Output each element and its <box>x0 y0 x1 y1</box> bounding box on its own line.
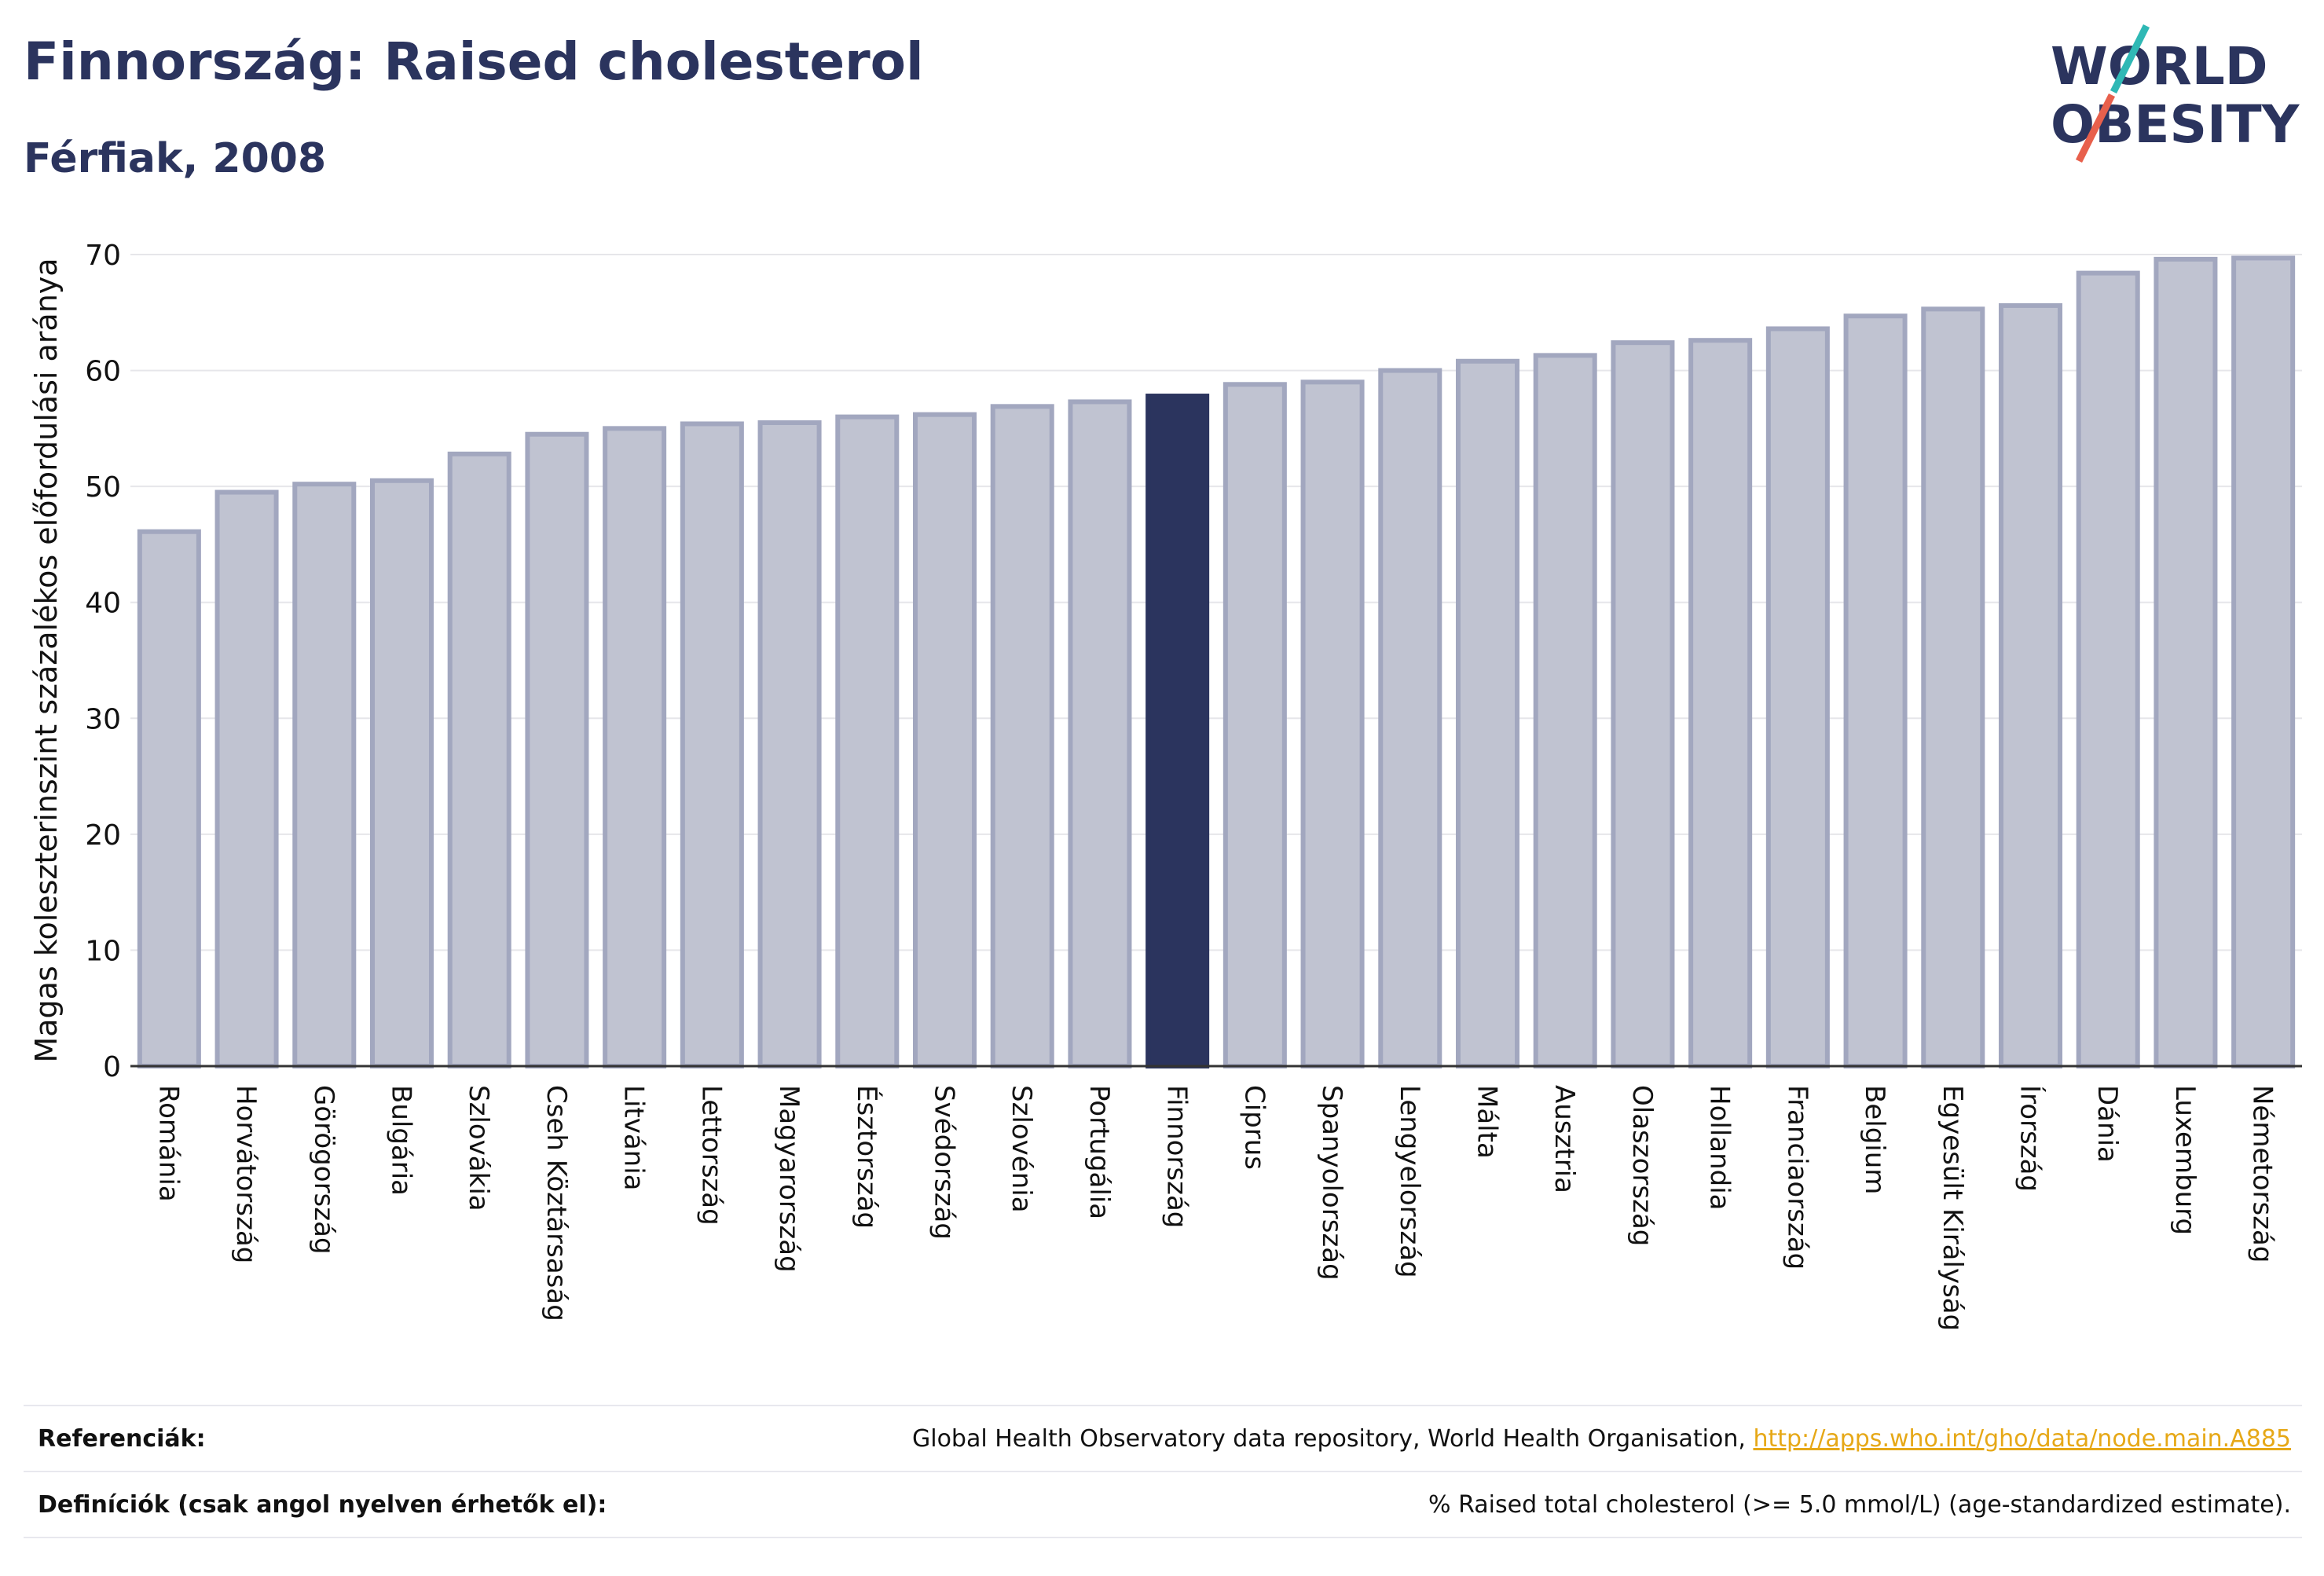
bar <box>1300 379 1365 1069</box>
logo-slash-top <box>2110 24 2150 94</box>
x-tick-label: Franciaország <box>1781 1085 1813 1270</box>
bar <box>912 412 977 1068</box>
y-tick-label: 60 <box>85 356 121 388</box>
references-text: Global Health Observatory data repositor… <box>912 1424 1746 1453</box>
bar <box>2076 270 2140 1068</box>
x-tick-label: Horvátország <box>230 1085 262 1263</box>
y-axis: 0 10 20 30 40 50 60 70 <box>85 240 121 1083</box>
bar <box>1921 306 1985 1068</box>
bar <box>835 414 900 1068</box>
x-axis: Románia Horvátország Görögország Bulgária Sz… <box>130 1065 2302 1331</box>
definitions-text: % Raised total cholesterol (>= 5.0 mmol/… <box>1428 1490 2291 1519</box>
x-tick-label: Németország <box>2247 1085 2278 1263</box>
y-tick-label: 40 <box>85 588 121 620</box>
x-tick-label: Szlovénia <box>1006 1085 1037 1213</box>
bar <box>137 529 201 1068</box>
bar <box>2154 256 2218 1069</box>
y-axis-label: Magas koleszterinszint százalékos előfor… <box>29 258 64 1062</box>
references-label: Referenciák: <box>38 1424 206 1453</box>
y-tick-label: 10 <box>85 935 121 967</box>
definitions-label: Definíciók (csak angol nyelven érhetők e… <box>38 1490 607 1519</box>
chart-subtitle: Férfiak, 2008 <box>24 135 327 182</box>
x-tick-label: Luxemburg <box>2169 1085 2201 1235</box>
x-tick-label: Lengyelország <box>1394 1085 1425 1278</box>
x-tick-label: Cseh Köztársaság <box>541 1085 572 1321</box>
x-tick-label: Málta <box>1472 1085 1503 1159</box>
chart-title: Finnország: Raised cholesterol <box>24 31 924 92</box>
bar-chart: 0 10 20 30 40 50 60 70 Románia Horvátország Görög… <box>29 240 2302 1331</box>
y-tick-label: 50 <box>85 471 121 504</box>
x-tick-label: Belgium <box>1859 1085 1890 1194</box>
x-tick-label: Szlovákia <box>463 1085 494 1211</box>
world-obesity-logo: WORLD OBESITY <box>2051 24 2300 163</box>
bar <box>525 431 589 1068</box>
bar <box>680 421 744 1068</box>
x-tick-label: Írország <box>2014 1085 2047 1192</box>
x-tick-label: Egyesült Királyság <box>1937 1085 1968 1331</box>
footer: Referenciák: Global Health Observatory d… <box>24 1405 2302 1538</box>
bar <box>2231 255 2296 1069</box>
x-tick-label: Ciprus <box>1238 1085 1270 1170</box>
y-tick-label: 20 <box>85 819 121 852</box>
bar <box>1068 399 1132 1068</box>
logo-line2: OBESITY <box>2051 94 2300 155</box>
x-tick-label: Bulgária <box>386 1085 417 1196</box>
bar <box>990 404 1054 1068</box>
bar <box>1765 326 1830 1068</box>
bar <box>1843 313 1908 1069</box>
y-tick-label: 30 <box>85 703 121 735</box>
x-tick-label: Svédország <box>929 1085 960 1240</box>
logo-slash-bottom <box>2075 93 2116 163</box>
x-tick-label: Lettország <box>695 1085 727 1226</box>
x-tick-label: Dánia <box>2091 1085 2123 1163</box>
y-tick-label: 70 <box>85 240 121 272</box>
x-tick-label: Észtország <box>851 1085 883 1229</box>
bar <box>447 451 511 1068</box>
y-tick-label: 0 <box>103 1051 121 1083</box>
bar <box>1378 368 1442 1069</box>
x-tick-label: Hollandia <box>1704 1085 1736 1211</box>
x-tick-label: Ausztria <box>1549 1085 1580 1193</box>
bar <box>603 426 667 1068</box>
bars <box>137 255 2296 1069</box>
definitions-row: Definíciók (csak angol nyelven érhetők e… <box>24 1471 2302 1538</box>
x-tick-label: Magyarország <box>773 1085 805 1273</box>
references-value: Global Health Observatory data repositor… <box>912 1425 2302 1453</box>
bar <box>757 420 822 1068</box>
bar <box>369 478 434 1068</box>
x-tick-label: Spanyolország <box>1316 1085 1347 1281</box>
references-link[interactable]: http://apps.who.int/gho/data/node.main.A… <box>1753 1424 2291 1453</box>
bar <box>1688 338 1753 1068</box>
bar-highlighted <box>1146 394 1210 1068</box>
bar <box>214 489 279 1068</box>
x-tick-label: Portugália <box>1083 1085 1115 1219</box>
x-tick-label: Litvánia <box>618 1085 650 1191</box>
references-row: Referenciák: Global Health Observatory d… <box>24 1405 2302 1471</box>
bar <box>1222 382 1287 1068</box>
bar <box>1455 358 1520 1069</box>
bar <box>1998 302 2063 1068</box>
x-tick-label: Olaszország <box>1626 1085 1658 1246</box>
bar <box>292 482 357 1068</box>
bar <box>1533 353 1597 1068</box>
x-tick-label: Románia <box>152 1085 184 1202</box>
bar <box>1611 340 1675 1068</box>
x-tick-label: Finnország <box>1161 1085 1193 1228</box>
logo-line1: WORLD <box>2051 36 2268 97</box>
x-tick-label: Görögország <box>308 1085 339 1255</box>
